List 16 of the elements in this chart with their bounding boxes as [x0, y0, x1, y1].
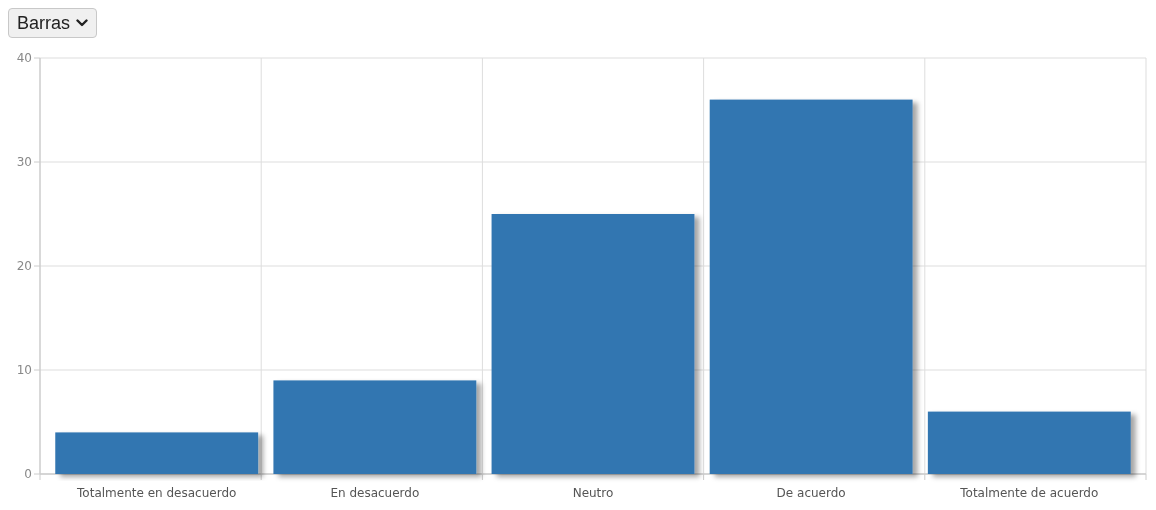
y-tick-label: 40 [16, 51, 32, 66]
dropdown-select: Barras [8, 8, 97, 38]
bar [709, 99, 913, 474]
y-tick-label: 10 [16, 363, 32, 378]
x-tick-label: Neutro [572, 486, 614, 500]
y-tick-label: 30 [16, 155, 32, 170]
y-tick-label: 20 [16, 259, 32, 274]
bar [927, 411, 1131, 474]
x-tick-label: De acuerdo [776, 486, 846, 500]
bar [55, 432, 259, 474]
y-tick-label: 0 [24, 467, 32, 482]
x-tick-label: Totalmente de acuerdo [959, 486, 1099, 500]
bar [491, 214, 695, 474]
x-tick-label: En desacuerdo [330, 486, 420, 500]
x-tick-label: Totalmente en desacuerdo [76, 486, 237, 500]
bar [273, 380, 477, 474]
